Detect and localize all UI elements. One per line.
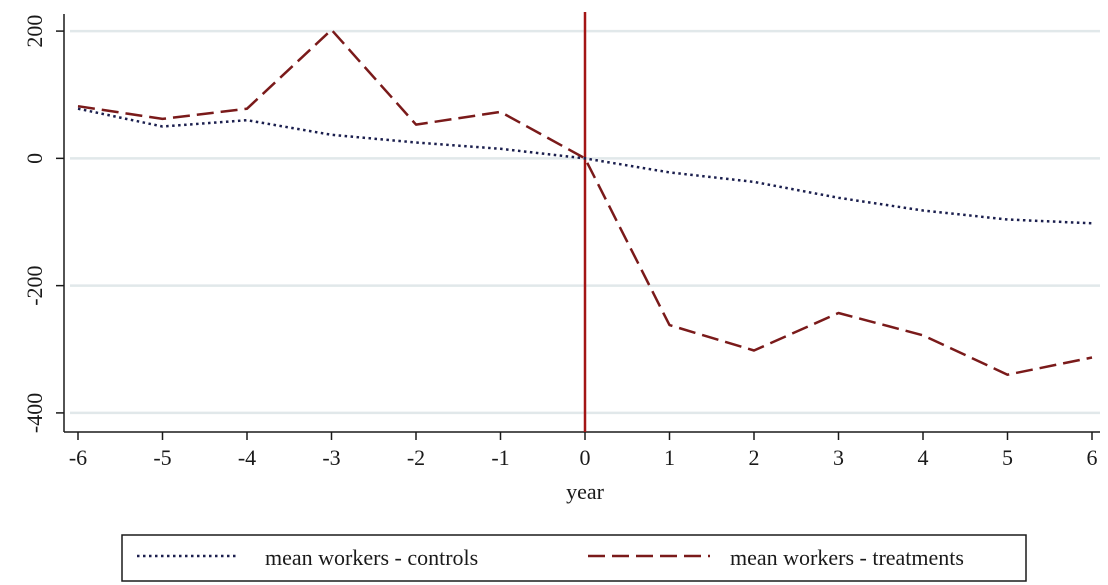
x-tick-label-7: 1 (664, 445, 675, 470)
x-tick-label-10: 4 (918, 445, 929, 470)
tick-labels: 200 0 -200 -400 -6 -5 -4 -3 -2 -1 0 1 2 3 4 5 6 (22, 15, 1098, 470)
x-tick-label-6: 0 (580, 445, 591, 470)
y-tick-label-2: -200 (22, 265, 47, 305)
axes (56, 14, 1100, 440)
x-tick-label-3: -3 (322, 445, 340, 470)
y-tick-label-3: -400 (22, 393, 47, 433)
series-lines (77, 28, 1093, 376)
x-tick-label-2: -4 (238, 445, 256, 470)
x-axis-title: year (566, 479, 605, 504)
x-tick-label-1: -5 (153, 445, 171, 470)
series-line-0 (77, 107, 1093, 225)
y-tick-label-1: 0 (22, 153, 47, 164)
x-tick-label-0: -6 (69, 445, 87, 470)
y-tick-label-0: 200 (22, 15, 47, 48)
legend: mean workers - controls mean workers - tr… (121, 534, 1027, 582)
x-tick-label-8: 2 (749, 445, 760, 470)
x-tick-label-12: 6 (1087, 445, 1098, 470)
x-tick-label-9: 3 (833, 445, 844, 470)
x-tick-label-5: -1 (491, 445, 509, 470)
series-line-1 (77, 28, 1093, 376)
legend-box (121, 534, 1027, 582)
legend-label-0: mean workers - controls (265, 545, 478, 570)
x-tick-label-11: 5 (1002, 445, 1013, 470)
legend-label-1: mean workers - treatments (730, 545, 964, 570)
x-tick-label-4: -2 (407, 445, 425, 470)
